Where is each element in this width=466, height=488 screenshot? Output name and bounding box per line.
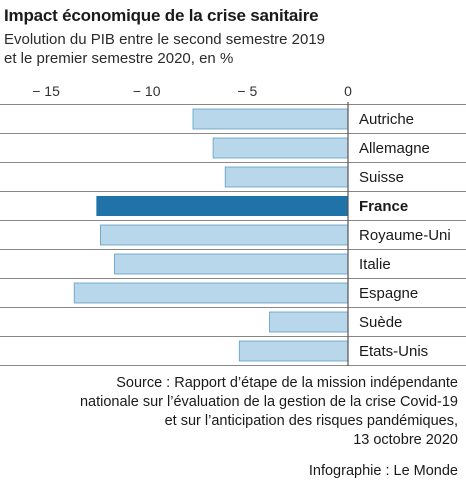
category-label: France xyxy=(359,198,408,215)
bar-france xyxy=(96,196,348,216)
bar-autriche xyxy=(192,108,349,130)
credit: Infographie : Le Monde xyxy=(308,463,458,479)
category-label: Suède xyxy=(359,314,402,331)
chart-subtitle: Evolution du PIB entre le second semestr… xyxy=(4,30,325,68)
bar-italie xyxy=(114,253,349,275)
subtitle-line-1: Evolution du PIB entre le second semestr… xyxy=(4,31,326,48)
category-label: Italie xyxy=(359,256,391,273)
chart-title: Impact économique de la crise sanitaire xyxy=(4,6,319,25)
bar-suisse xyxy=(224,166,349,188)
x-tick-label: − 15 xyxy=(32,83,60,99)
bar-allemagne xyxy=(212,137,349,159)
source-line-3: et sur l’anticipation des risques pandém… xyxy=(164,413,458,429)
subtitle-line-2: et le premier semestre 2020, en % xyxy=(4,50,234,67)
category-label: Allemagne xyxy=(359,140,430,157)
category-label: Suisse xyxy=(359,169,404,186)
source-line-1: Source : Rapport d’étape de la mission i… xyxy=(116,375,458,391)
category-label: Espagne xyxy=(359,285,418,302)
source-line-4: 13 octobre 2020 xyxy=(353,432,458,448)
bar-royaume-uni xyxy=(99,224,349,246)
bar-espagne xyxy=(73,282,349,304)
x-tick-label: 0 xyxy=(344,83,352,99)
category-label: Autriche xyxy=(359,111,414,128)
source-note: Source : Rapport d’étape de la mission i… xyxy=(28,374,458,450)
x-tick-label: − 5 xyxy=(237,83,257,99)
x-tick-label: − 10 xyxy=(133,83,161,99)
category-label: Etats-Unis xyxy=(359,343,428,360)
category-label: Royaume-Uni xyxy=(359,227,451,244)
bar-su-de xyxy=(269,311,349,333)
source-line-2: nationale sur l’évaluation de la gestion… xyxy=(79,394,458,410)
bar-chart: − 15 − 10 − 5 0 Autriche Allemagne Suisse Franc… xyxy=(0,83,466,366)
bar-etats-unis xyxy=(238,340,349,362)
